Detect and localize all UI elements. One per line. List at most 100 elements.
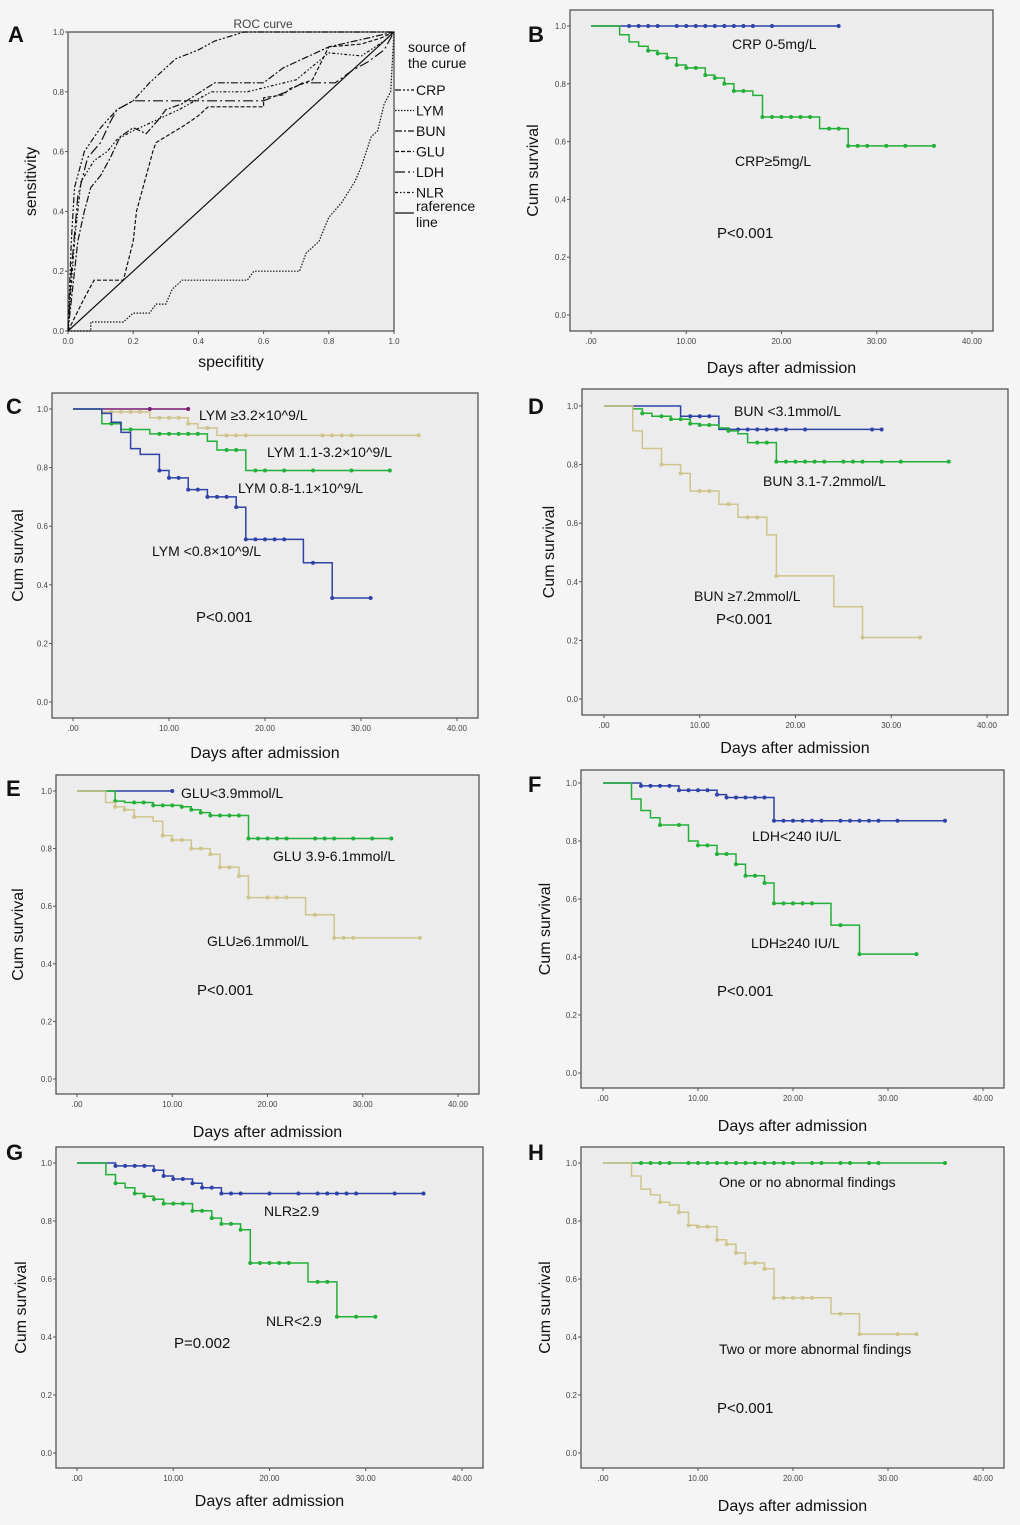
censor-mark [179,804,184,809]
censor-mark [745,515,750,520]
censor-mark [325,1191,330,1196]
censor-mark [686,788,691,793]
censor-mark [800,1295,805,1300]
censor-mark [368,595,373,600]
censor-mark [696,1224,700,1229]
censor-mark [311,560,315,565]
censor-mark [810,818,814,823]
censor-mark [219,1221,224,1226]
censor-mark [876,818,881,823]
x-axis-title: Days after admission [193,1124,342,1141]
censor-mark [257,1261,262,1266]
censor-mark [819,818,824,823]
censor-mark [724,1161,729,1165]
censor-mark [157,431,162,436]
legend-title-line1: source of [408,39,466,55]
censor-mark [253,537,258,542]
censor-mark [655,51,660,56]
censor-mark [810,901,814,906]
x-tick-label: 30.00 [881,721,902,730]
censor-mark [349,468,354,473]
censor-mark [658,823,662,828]
censor-mark [176,415,181,420]
series-label: CRP≥5mg/L [735,153,811,169]
y-tick-label: 0.0 [53,327,65,336]
censor-mark [248,1261,253,1266]
censor-mark [931,143,936,148]
censor-mark [354,1191,359,1196]
y-tick-label: 0.4 [37,581,49,590]
censor-mark [325,1279,330,1284]
series-label: LDH≥240 IU/L [751,935,840,951]
censor-mark [677,823,681,828]
censor-mark [160,833,165,838]
censor-mark [734,795,738,800]
y-tick-label: 0.2 [41,1391,53,1400]
censor-mark [265,836,270,841]
censor-mark [195,487,200,492]
panel-letter: A [8,22,24,47]
y-axis-title: Cum survival [10,888,27,980]
censor-mark [745,427,750,432]
y-axis-title: sensitivity [23,147,40,216]
censor-mark [697,414,702,419]
censor-mark [113,804,118,809]
censor-mark [895,818,900,823]
censor-mark [917,635,922,640]
censor-mark [667,783,672,788]
km-series-green [73,408,392,473]
panel-letter: F [528,772,541,797]
x-tick-label: 1.0 [388,337,400,346]
censor-mark [855,143,860,148]
legend-title: source of the curue [408,39,467,71]
censor-mark [142,1163,147,1168]
censor-mark [639,1161,643,1165]
x-tick-label: 40.00 [973,1094,994,1103]
censor-mark [627,24,632,28]
censor-mark [123,1163,128,1168]
legend-label: NLR [416,185,444,201]
y-tick-label: 0.2 [567,636,579,645]
plot-area [51,392,479,719]
censor-mark [209,1216,214,1221]
km-curve [604,405,920,639]
censor-mark [686,1161,691,1165]
censor-mark [246,836,251,841]
censor-mark [743,1261,748,1266]
x-tick-label: 20.00 [785,721,806,730]
censor-mark [781,901,786,906]
censor-mark [659,462,664,467]
censor-mark [697,488,702,493]
censor-mark [762,1161,767,1165]
x-tick-label: 0.4 [193,337,205,346]
panel-letter: E [6,776,21,801]
censor-mark [200,1208,205,1213]
censor-mark [812,459,817,464]
censor-mark [779,115,784,120]
censor-mark [791,1161,795,1165]
censor-mark [313,836,318,841]
p-value: P<0.001 [717,225,773,242]
censor-mark [731,24,736,28]
censor-mark [334,1191,339,1196]
km-series-blue [77,1162,426,1196]
roc-curve-bun [67,31,395,332]
censor-mark [387,468,392,473]
x-tick-label: 40.00 [452,1474,473,1483]
x-tick-label: 0.6 [258,337,270,346]
censor-mark [234,505,239,510]
x-tick-label: .00 [71,1474,83,1483]
censor-mark [755,515,760,520]
censor-mark [198,846,203,851]
censor-mark [186,431,191,436]
censor-mark [208,813,213,818]
censor-mark [724,852,729,857]
censor-mark [648,783,653,788]
series-label: CRP 0-5mg/L [732,36,817,52]
x-tick-label: 0.0 [62,337,74,346]
censor-mark [339,433,344,438]
y-tick-label: 0.6 [566,895,578,904]
censor-mark [246,895,251,900]
censor-mark [658,1161,662,1165]
